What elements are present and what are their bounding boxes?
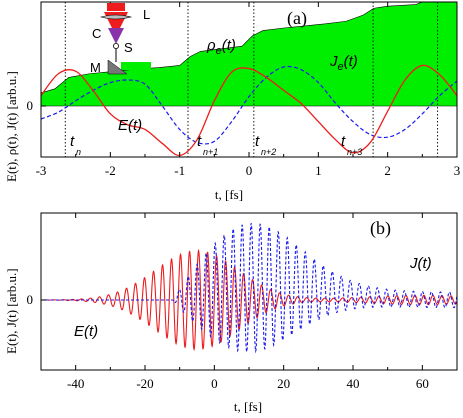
e-field-curve bbox=[41, 64, 457, 157]
inset-label-c: C bbox=[92, 26, 101, 41]
y-tick-label-b-0: 0 bbox=[27, 292, 34, 307]
x-tick-label-a-4: 1 bbox=[315, 163, 322, 178]
focus-cone bbox=[108, 28, 124, 42]
svg-text:t: t bbox=[197, 133, 202, 150]
x-tick-label-b-1: -20 bbox=[136, 376, 153, 391]
panel-b-label: (b) bbox=[370, 218, 391, 239]
panel-a-xlabel: t, [fs] bbox=[215, 187, 243, 202]
x-tick-label-b-4: 40 bbox=[347, 376, 360, 391]
x-tick-label-a-6: 3 bbox=[454, 163, 461, 178]
x-tick-label-a-0: -3 bbox=[36, 163, 47, 178]
panel-b-ylabel: E(t), J(t) [arb.u.] bbox=[4, 268, 19, 354]
x-tick-label-a-3: 0 bbox=[246, 163, 253, 178]
inset-label-l: L bbox=[143, 7, 150, 22]
x-tick-label-b-0: -40 bbox=[67, 376, 84, 391]
svg-text:t: t bbox=[70, 133, 75, 150]
sample-dot bbox=[113, 43, 120, 50]
panel-b-xlabel: t, [fs] bbox=[234, 399, 262, 414]
inset-label-m: M bbox=[90, 60, 101, 75]
x-tick-label-b-5: 60 bbox=[416, 376, 429, 391]
metal-plate bbox=[121, 62, 151, 70]
x-tick-label-a-1: -2 bbox=[105, 163, 116, 178]
svg-text:n+2: n+2 bbox=[261, 147, 276, 157]
panel-b: -40 -20 0 20 40 60 0 E(t), J(t) [arb.u.] t, [f… bbox=[4, 212, 458, 414]
j-curve-b bbox=[41, 223, 457, 354]
x-tick-label-b-2: 0 bbox=[211, 376, 218, 391]
annotation-tn2: t n+2 bbox=[255, 133, 276, 157]
j-e-label: Je(t) bbox=[329, 53, 358, 73]
svg-text:n+3: n+3 bbox=[347, 147, 362, 157]
annotation-tn1: t n+1 bbox=[197, 133, 218, 157]
svg-text:n: n bbox=[76, 147, 81, 157]
svg-text:t: t bbox=[341, 133, 346, 150]
rho-label: ρe(t) bbox=[206, 37, 236, 57]
x-tick-label-a-5: 2 bbox=[384, 163, 391, 178]
annotation-tn3: t n+3 bbox=[341, 133, 362, 157]
e-label-b: E(t) bbox=[74, 323, 98, 340]
e-label-a: E(t) bbox=[118, 117, 142, 134]
setup-inset: L C S M bbox=[90, 3, 151, 75]
x-tick-label-b-3: 20 bbox=[277, 376, 290, 391]
y-tick-label-a-0: 0 bbox=[27, 98, 34, 113]
svg-text:n+1: n+1 bbox=[203, 147, 218, 157]
j-e-curve bbox=[41, 65, 457, 145]
panel-a: -3 -2 -1 0 1 2 3 0 E(t), ρ(t), J(t) [arb.u.] t,… bbox=[4, 1, 461, 202]
svg-text:t: t bbox=[255, 133, 260, 150]
e-field-curve-b bbox=[41, 248, 457, 352]
annotation-tn: t n bbox=[70, 133, 81, 157]
inset-label-s: S bbox=[124, 40, 133, 55]
panel-b-ticks: -40 -20 0 20 40 60 0 bbox=[27, 213, 458, 391]
panel-a-ylabel: E(t), ρ(t), J(t) [arb.u.] bbox=[4, 71, 19, 182]
x-tick-label-a-2: -1 bbox=[174, 163, 185, 178]
laser-beam-rect bbox=[107, 3, 125, 11]
panel-a-label: (a) bbox=[287, 8, 307, 29]
panel-a-ticks: -3 -2 -1 0 1 2 3 0 bbox=[27, 2, 461, 178]
j-label-b: J(t) bbox=[409, 255, 432, 272]
metal-tip bbox=[107, 59, 128, 75]
rho-e-area bbox=[41, 2, 457, 107]
time-markers bbox=[64, 2, 439, 157]
lens-shape bbox=[99, 14, 133, 20]
